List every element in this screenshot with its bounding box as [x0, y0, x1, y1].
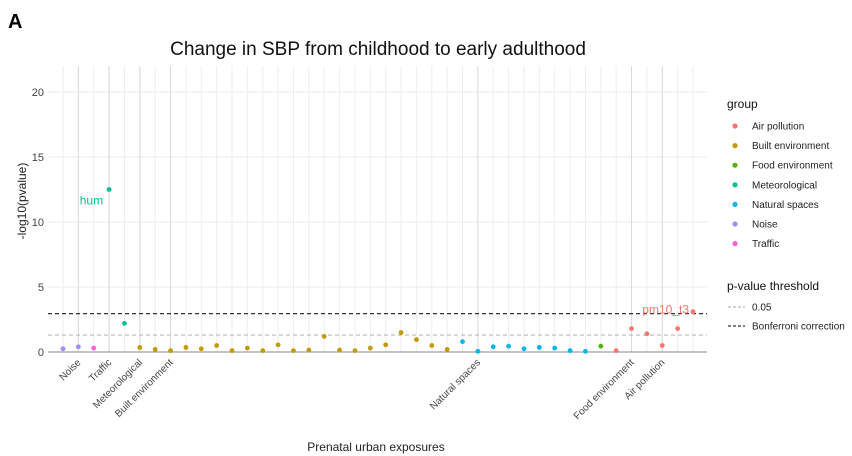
- data-point: [506, 343, 512, 349]
- data-point: [613, 348, 619, 354]
- data-point: [675, 326, 681, 331]
- data-point: [352, 348, 358, 354]
- data-point: [229, 348, 235, 354]
- legend-key: [732, 182, 738, 188]
- data-point: [183, 345, 189, 350]
- data-point: [644, 331, 650, 337]
- y-axis: 0 5 10 15 20: [32, 87, 44, 359]
- point-annotation: pm10_t3: [642, 303, 689, 317]
- grid: [48, 66, 707, 353]
- data-point: [398, 330, 404, 335]
- y-tick-label: 10: [32, 217, 44, 229]
- legend: group Air pollution Built environment Food…: [727, 97, 845, 333]
- legend-label: Food environment: [752, 161, 833, 172]
- data-point: [414, 337, 419, 343]
- legend-key: [732, 162, 738, 168]
- legend-group-title: group: [727, 97, 758, 111]
- legend-label: Natural spaces: [752, 200, 819, 211]
- data-point: [490, 344, 496, 350]
- data-point: [75, 344, 81, 350]
- data-points: [60, 187, 696, 354]
- y-tick-label: 20: [32, 87, 44, 99]
- legend-key: [732, 241, 738, 247]
- data-point: [106, 187, 112, 192]
- data-point: [567, 348, 573, 354]
- data-point: [460, 339, 465, 344]
- data-point: [122, 321, 127, 326]
- data-point: [475, 348, 481, 354]
- data-point: [152, 347, 158, 352]
- data-point: [552, 345, 558, 351]
- legend-threshold-label: 0.05: [752, 303, 772, 314]
- data-point: [275, 342, 281, 348]
- data-point: [60, 346, 66, 352]
- data-point: [444, 347, 450, 352]
- data-point: [521, 346, 527, 352]
- x-tick-label: Traffic: [87, 357, 114, 384]
- data-point: [244, 345, 250, 351]
- data-point: [306, 347, 312, 353]
- point-annotation: hum: [80, 194, 103, 208]
- threshold-lines: [48, 313, 707, 336]
- x-tick-label: Natural spaces: [428, 357, 483, 412]
- chart-title: Change in SBP from childhood to early ad…: [170, 39, 586, 60]
- data-point: [214, 343, 220, 348]
- data-point: [137, 345, 143, 350]
- data-point: [583, 348, 588, 354]
- legend-threshold-label: Bonferroni correction: [752, 322, 845, 333]
- data-point: [629, 326, 634, 331]
- y-axis-title: -log10(pvalue): [15, 163, 29, 240]
- plot-area: 0 5 10 15 20 Noise TrafficMeteorologicalBuilt…: [32, 66, 707, 422]
- legend-group-entries: Air pollution Built environment Food envir…: [732, 122, 833, 250]
- legend-key: [732, 143, 738, 149]
- data-point: [536, 345, 542, 350]
- legend-label: Air pollution: [752, 122, 804, 133]
- legend-label: Noise: [752, 220, 778, 231]
- x-tick-label: Built environment: [113, 357, 176, 420]
- data-point: [168, 348, 173, 354]
- legend-label: Traffic: [752, 239, 779, 250]
- data-point: [291, 348, 296, 354]
- legend-threshold-title: p-value threshold: [727, 279, 819, 293]
- legend-key: [732, 123, 738, 129]
- data-point: [260, 348, 266, 354]
- point-labels: hum pm10_t3: [80, 194, 690, 317]
- legend-key: [732, 221, 738, 227]
- legend-key: [732, 201, 738, 207]
- legend-label: Built environment: [752, 141, 829, 152]
- y-tick-label: 0: [38, 347, 44, 359]
- data-point: [198, 346, 204, 352]
- data-point: [91, 345, 97, 351]
- data-point: [337, 347, 342, 353]
- data-point: [690, 309, 696, 315]
- y-tick-label: 5: [38, 282, 44, 294]
- y-tick-label: 15: [32, 152, 44, 164]
- legend-label: Meteorological: [752, 180, 817, 191]
- x-axis-title: Prenatal urban exposures: [307, 440, 444, 454]
- data-point: [659, 343, 665, 348]
- panel-letter: A: [8, 11, 22, 33]
- data-point: [383, 342, 389, 348]
- legend-threshold-entries: 0.05 Bonferroni correction: [728, 303, 845, 333]
- x-tick-label: Noise: [58, 357, 84, 383]
- data-point: [367, 345, 373, 351]
- data-point: [321, 334, 327, 339]
- data-point: [598, 343, 604, 349]
- data-point: [429, 343, 435, 348]
